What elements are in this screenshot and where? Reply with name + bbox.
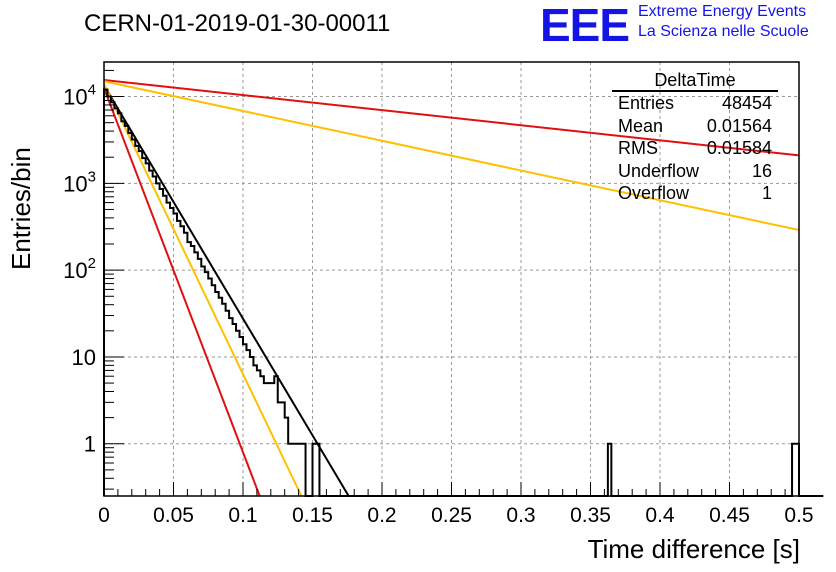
stats-value: 0.01584 [706,138,772,158]
plot-grid [104,62,799,496]
x-axis-ticks: 0 0.05 0.1 0.15 0.2 0.25 0.3 0.35 0.4 0.45 0.5 [98,482,814,527]
stats-label: Underflow [618,160,700,181]
x-tick-label: 0.35 [570,504,611,527]
y-tick-label: 1 [84,432,96,457]
logo-line-2: La Scienza nelle Scuole [638,23,809,40]
fit-line [103,80,800,231]
y-tick-label: 103 [63,168,96,196]
stats-row-underflow: Underflow 16 [610,160,778,183]
x-tick-label: 0.45 [709,504,750,527]
stats-row-overflow: Overflow 1 [610,182,778,205]
x-tick-label: 0.15 [292,504,333,527]
page-title: CERN-01-2019-01-30-00011 [84,10,391,37]
fit-line [103,87,261,497]
fit-line [103,83,303,497]
x-tick-label: 0.2 [367,504,396,527]
x-tick-label: 0.5 [784,504,813,527]
y-tick-label: 104 [63,82,96,110]
x-tick-label: 0.3 [506,504,535,527]
x-tick-label: 0.05 [153,504,194,527]
y-tick-label: 10 [72,345,96,370]
x-tick-label: 0.1 [228,504,257,527]
fit-line [103,84,350,497]
stats-value: 1 [761,183,772,203]
eee-logo-text: Extreme Energy Events La Scienza nelle S… [638,2,809,42]
stats-value: 16 [751,160,772,181]
stats-label: Overflow [618,183,690,203]
x-axis-label: Time difference [s] [587,534,800,564]
eee-logo-mark: EEE [540,0,630,51]
y-axis-label: Entries/bin [6,147,36,270]
stats-row-entries: Entries 48454 [610,92,778,115]
fit-curves [103,79,800,497]
stats-label: RMS [618,138,658,158]
stats-label: Mean [618,115,664,136]
stats-value: 48454 [721,93,772,113]
stats-row-rms: RMS 0.01584 [610,137,778,160]
stats-row-mean: Mean 0.01564 [610,115,778,138]
x-tick-label: 0.25 [431,504,472,527]
y-tick-label: 102 [63,255,96,283]
stats-label: Entries [618,93,675,113]
x-tick-label: 0 [98,504,110,527]
fit-line [103,79,800,157]
y-axis-ticks: 1 10 102 103 104 [63,69,124,490]
stats-value: 0.01564 [706,115,772,136]
x-tick-label: 0.4 [645,504,675,527]
logo-line-1: Extreme Energy Events [638,3,807,20]
stats-box: DeltaTime Entries 48454 Mean 0.01564 RMS… [610,70,778,205]
stats-box-title: DeltaTime [612,70,778,92]
